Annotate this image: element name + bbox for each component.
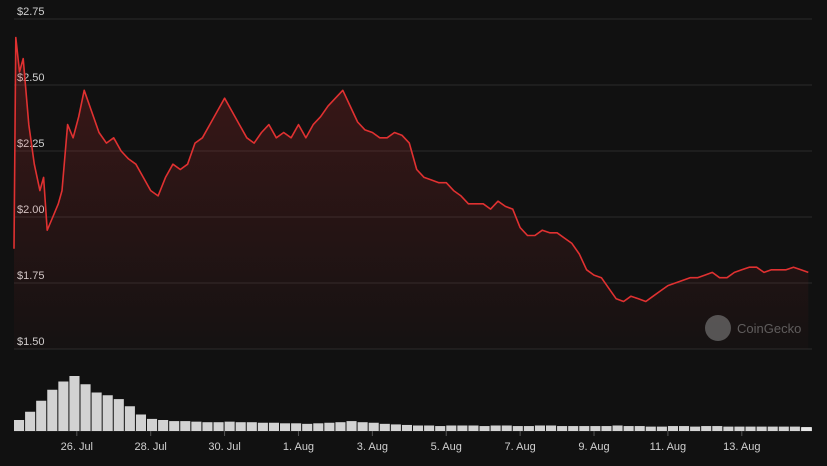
volume-bar xyxy=(701,426,712,431)
coingecko-watermark: CoinGecko xyxy=(705,315,801,341)
x-tick-label: 1. Aug xyxy=(283,441,314,453)
x-tick-label: 11. Aug xyxy=(650,441,687,453)
volume-bar xyxy=(712,426,723,431)
volume-bar xyxy=(656,426,667,431)
x-tick-label: 28. Jul xyxy=(134,441,166,453)
y-tick-label: $2.75 xyxy=(17,6,45,18)
price-area-fill xyxy=(14,37,809,349)
x-tick-label: 26. Jul xyxy=(61,441,93,453)
volume-bar xyxy=(512,426,523,431)
volume-bar xyxy=(235,422,246,431)
volume-bar xyxy=(135,414,146,431)
volume-bar xyxy=(147,418,158,431)
volume-bar xyxy=(335,422,346,431)
volume-bar xyxy=(723,426,734,431)
volume-bar xyxy=(557,426,568,431)
volume-bar xyxy=(457,425,468,431)
volume-bar xyxy=(124,406,135,431)
volume-bar xyxy=(690,426,701,431)
volume-bar xyxy=(435,426,446,431)
volume-bar xyxy=(324,422,335,431)
volume-bar xyxy=(280,423,291,431)
watermark-text: CoinGecko xyxy=(737,320,802,336)
volume-bar xyxy=(357,422,368,431)
volume-bar xyxy=(47,389,58,431)
volume-bar xyxy=(224,421,235,431)
volume-bar xyxy=(745,426,756,431)
x-axis-tick-labels: 26. Jul 28. Jul 30. Jul 1. Aug 3. Aug 5. Aug 7… xyxy=(61,431,760,453)
volume-bar xyxy=(313,423,324,431)
volume-bar xyxy=(523,426,534,431)
volume-bar xyxy=(579,426,590,431)
volume-bar xyxy=(634,426,645,431)
volume-bar xyxy=(734,426,745,431)
volume-bar xyxy=(667,426,678,431)
volume-bar xyxy=(36,400,47,431)
volume-bar xyxy=(590,426,601,431)
volume-bars xyxy=(14,376,812,431)
volume-bar xyxy=(213,422,224,431)
volume-bar xyxy=(568,426,579,431)
volume-bar xyxy=(479,426,490,431)
volume-bar xyxy=(69,376,80,431)
volume-bar xyxy=(291,423,302,431)
volume-bar xyxy=(501,425,512,431)
volume-bar xyxy=(180,421,191,431)
volume-bar xyxy=(91,392,102,431)
volume-bar xyxy=(246,422,257,431)
volume-bar xyxy=(202,422,213,431)
volume-bar xyxy=(446,425,457,431)
coingecko-logo-icon xyxy=(705,315,731,341)
volume-bar xyxy=(302,423,313,431)
volume-bar xyxy=(546,425,557,431)
volume-bar xyxy=(14,420,25,431)
x-tick-label: 13. Aug xyxy=(723,441,760,453)
volume-bar xyxy=(468,425,479,431)
volume-bar xyxy=(623,426,634,431)
volume-bar xyxy=(789,426,800,431)
volume-bar xyxy=(612,425,623,431)
x-tick-label: 5. Aug xyxy=(431,441,462,453)
volume-bar xyxy=(767,426,778,431)
volume-bar xyxy=(257,422,268,431)
volume-bar xyxy=(191,421,202,431)
volume-bar xyxy=(601,426,612,431)
x-tick-label: 7. Aug xyxy=(505,441,536,453)
volume-bar xyxy=(158,420,169,431)
volume-bar xyxy=(801,427,812,431)
volume-bar xyxy=(645,426,656,431)
volume-bar xyxy=(368,422,379,431)
price-line[interactable] xyxy=(13,36,809,303)
volume-bar xyxy=(25,411,36,431)
volume-bar xyxy=(113,399,124,431)
volume-bar xyxy=(534,425,545,431)
volume-bar xyxy=(756,426,767,431)
volume-bar xyxy=(346,421,357,431)
volume-bar xyxy=(490,425,501,431)
x-tick-label: 3. Aug xyxy=(357,441,388,453)
volume-bar xyxy=(169,421,180,431)
volume-bar xyxy=(58,381,69,431)
volume-bar xyxy=(778,426,789,431)
volume-bar xyxy=(413,425,424,431)
price-area xyxy=(14,37,809,349)
price-series-line[interactable] xyxy=(13,36,809,303)
volume-bar xyxy=(268,422,279,431)
volume-bar xyxy=(379,423,390,431)
volume-bar xyxy=(679,426,690,431)
x-tick-label: 9. Aug xyxy=(578,441,609,453)
x-tick-label: 30. Jul xyxy=(208,441,240,453)
volume-bar xyxy=(102,395,113,431)
volume-bar xyxy=(424,425,435,431)
volume-bar xyxy=(80,384,91,431)
volume-bar xyxy=(390,424,401,431)
volume-bar xyxy=(401,424,412,431)
